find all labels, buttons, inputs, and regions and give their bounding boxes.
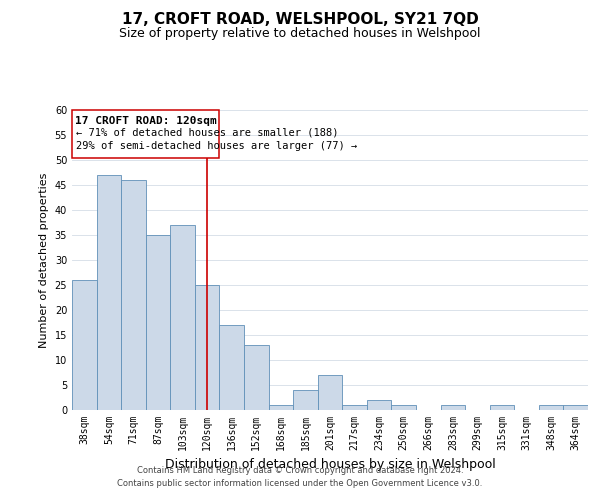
Bar <box>244 345 269 410</box>
Bar <box>318 375 342 410</box>
Bar <box>220 325 244 410</box>
Bar <box>391 405 416 410</box>
Bar <box>72 110 219 158</box>
Bar <box>563 405 588 410</box>
Bar <box>539 405 563 410</box>
Bar <box>97 175 121 410</box>
Bar <box>269 405 293 410</box>
Bar <box>195 285 220 410</box>
Text: 29% of semi-detached houses are larger (77) →: 29% of semi-detached houses are larger (… <box>76 141 357 151</box>
Bar <box>121 180 146 410</box>
Text: Size of property relative to detached houses in Welshpool: Size of property relative to detached ho… <box>119 28 481 40</box>
Bar <box>440 405 465 410</box>
Bar <box>293 390 318 410</box>
Bar <box>367 400 391 410</box>
Bar <box>170 225 195 410</box>
Y-axis label: Number of detached properties: Number of detached properties <box>39 172 49 348</box>
Bar <box>342 405 367 410</box>
Bar <box>72 280 97 410</box>
X-axis label: Distribution of detached houses by size in Welshpool: Distribution of detached houses by size … <box>164 458 496 471</box>
Text: Contains HM Land Registry data © Crown copyright and database right 2024.
Contai: Contains HM Land Registry data © Crown c… <box>118 466 482 487</box>
Text: 17 CROFT ROAD: 120sqm: 17 CROFT ROAD: 120sqm <box>74 116 217 126</box>
Bar <box>146 235 170 410</box>
Text: ← 71% of detached houses are smaller (188): ← 71% of detached houses are smaller (18… <box>76 128 338 138</box>
Bar <box>490 405 514 410</box>
Text: 17, CROFT ROAD, WELSHPOOL, SY21 7QD: 17, CROFT ROAD, WELSHPOOL, SY21 7QD <box>122 12 478 28</box>
